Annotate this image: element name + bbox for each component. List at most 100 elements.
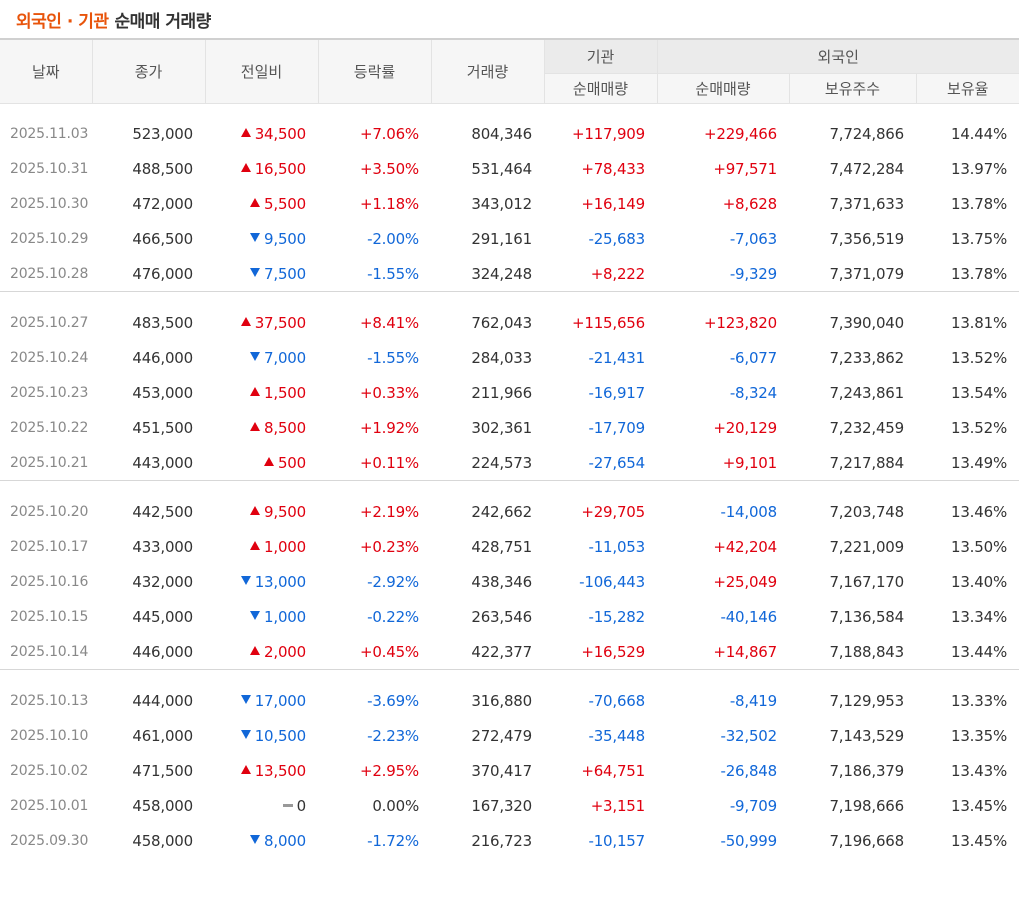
header-change: 전일비: [204, 39, 318, 104]
change-value: 1,000: [264, 537, 306, 556]
table-row: 2025.10.15 445,000 1,000 -0.22% 263,546 -15,2…: [0, 599, 1019, 634]
header-date: 날짜: [0, 39, 92, 104]
table-row: 2025.10.17 433,000 1,000 +0.23% 428,751 -11,0…: [0, 529, 1019, 564]
cell-frgn-ratio: 13.78%: [951, 194, 1007, 213]
cell-frgn-holdings: 7,196,668: [829, 831, 904, 850]
section-title: 외국인 · 기관 순매매 거래량: [0, 0, 1019, 38]
cell-change: 16,500: [205, 151, 318, 186]
cell-rate: +8.41%: [359, 313, 419, 332]
cell-frgn-ratio: 13.54%: [951, 383, 1007, 402]
cell-frgn-net: -6,077: [729, 348, 777, 367]
cell-frgn-net: +20,129: [713, 418, 777, 437]
group-spacer: [0, 293, 1019, 305]
cell-volume: 438,346: [471, 572, 532, 591]
cell-close: 472,000: [132, 194, 193, 213]
cell-frgn-net: -14,008: [720, 502, 778, 521]
cell-change: 8,500: [205, 410, 318, 445]
cell-frgn-net: +9,101: [722, 453, 778, 472]
header-frgn-holdings: 보유주수: [788, 73, 916, 104]
triangle-up-icon: [250, 197, 261, 207]
triangle-down-icon: [250, 610, 261, 620]
cell-inst-net: -27,654: [588, 453, 646, 472]
table-row: 2025.10.10 461,000 10,500 -2.23% 272,479 -35,…: [0, 718, 1019, 753]
cell-frgn-net: +97,571: [713, 159, 777, 178]
cell-close: 432,000: [132, 572, 193, 591]
cell-frgn-net: +123,820: [704, 313, 777, 332]
cell-date: 2025.10.29: [10, 230, 89, 247]
cell-rate: -1.72%: [367, 831, 419, 850]
header-close: 종가: [91, 39, 205, 104]
cell-volume: 324,248: [471, 264, 532, 283]
header-foreign: 외국인: [656, 39, 1019, 74]
cell-date: 2025.10.28: [10, 265, 89, 282]
cell-inst-net: -16,917: [588, 383, 646, 402]
cell-frgn-holdings: 7,198,666: [829, 796, 904, 815]
cell-rate: +1.18%: [359, 194, 419, 213]
group-spacer: [0, 482, 1019, 494]
triangle-down-icon: [250, 834, 261, 844]
cell-inst-net: +3,151: [590, 796, 646, 815]
cell-inst-net: -106,443: [579, 572, 645, 591]
group-divider: [0, 291, 1019, 293]
table-row: 2025.10.31 488,500 16,500 +3.50% 531,464 +78,…: [0, 151, 1019, 186]
cell-inst-net: +117,909: [572, 124, 645, 143]
cell-frgn-holdings: 7,221,009: [829, 537, 904, 556]
change-value: 13,000: [254, 572, 306, 591]
cell-date: 2025.10.22: [10, 419, 89, 436]
cell-close: 446,000: [132, 642, 193, 661]
cell-close: 461,000: [132, 726, 193, 745]
cell-date: 2025.10.16: [10, 573, 89, 590]
cell-close: 523,000: [132, 124, 193, 143]
cell-inst-net: +8,222: [590, 264, 646, 283]
cell-date: 2025.10.17: [10, 538, 89, 555]
cell-inst-net: +64,751: [581, 761, 645, 780]
triangle-down-icon: [250, 351, 261, 361]
cell-rate: +2.95%: [359, 761, 419, 780]
cell-inst-net: -70,668: [588, 691, 646, 710]
change-value: 500: [277, 453, 306, 472]
cell-frgn-holdings: 7,356,519: [829, 229, 904, 248]
change-value: 0: [296, 796, 307, 815]
cell-frgn-holdings: 7,472,284: [829, 159, 904, 178]
cell-rate: -0.22%: [367, 607, 419, 626]
cell-frgn-holdings: 7,233,862: [829, 348, 904, 367]
cell-change: 34,500: [205, 116, 318, 151]
group-spacer: [0, 671, 1019, 683]
cell-rate: +3.50%: [359, 159, 419, 178]
cell-frgn-net: +25,049: [713, 572, 777, 591]
table-row: 2025.10.24 446,000 7,000 -1.55% 284,033 -21,4…: [0, 340, 1019, 375]
cell-inst-net: -10,157: [588, 831, 646, 850]
triangle-down-icon: [240, 575, 251, 585]
cell-volume: 167,320: [471, 796, 532, 815]
cell-frgn-ratio: 13.52%: [951, 348, 1007, 367]
cell-volume: 302,361: [471, 418, 532, 437]
table-body: 2025.11.03 523,000 34,500 +7.06% 804,346 +117…: [0, 104, 1019, 859]
cell-frgn-holdings: 7,186,379: [829, 761, 904, 780]
cell-inst-net: +115,656: [572, 313, 645, 332]
cell-frgn-net: -9,709: [729, 796, 777, 815]
cell-date: 2025.09.30: [10, 832, 89, 849]
cell-volume: 316,880: [471, 691, 532, 710]
cell-frgn-holdings: 7,217,884: [829, 453, 904, 472]
cell-date: 2025.11.03: [10, 125, 89, 142]
table-row: 2025.10.28 476,000 7,500 -1.55% 324,248 +8,22…: [0, 256, 1019, 292]
change-value: 34,500: [254, 124, 306, 143]
cell-rate: +2.19%: [359, 502, 419, 521]
cell-frgn-ratio: 13.46%: [951, 502, 1007, 521]
cell-volume: 216,723: [471, 831, 532, 850]
cell-frgn-net: -8,324: [729, 383, 777, 402]
change-value: 8,000: [264, 831, 306, 850]
cell-frgn-ratio: 13.49%: [951, 453, 1007, 472]
triangle-up-icon: [240, 764, 251, 774]
cell-date: 2025.10.13: [10, 692, 89, 709]
triangle-up-icon: [250, 386, 261, 396]
cell-rate: -3.69%: [367, 691, 419, 710]
group-spacer: [0, 104, 1019, 117]
cell-frgn-ratio: 13.43%: [951, 761, 1007, 780]
cell-inst-net: -11,053: [588, 537, 646, 556]
cell-date: 2025.10.31: [10, 160, 89, 177]
triangle-up-icon: [240, 316, 251, 326]
cell-frgn-net: +8,628: [722, 194, 778, 213]
cell-change: 1,000: [205, 599, 318, 634]
cell-date: 2025.10.27: [10, 314, 89, 331]
